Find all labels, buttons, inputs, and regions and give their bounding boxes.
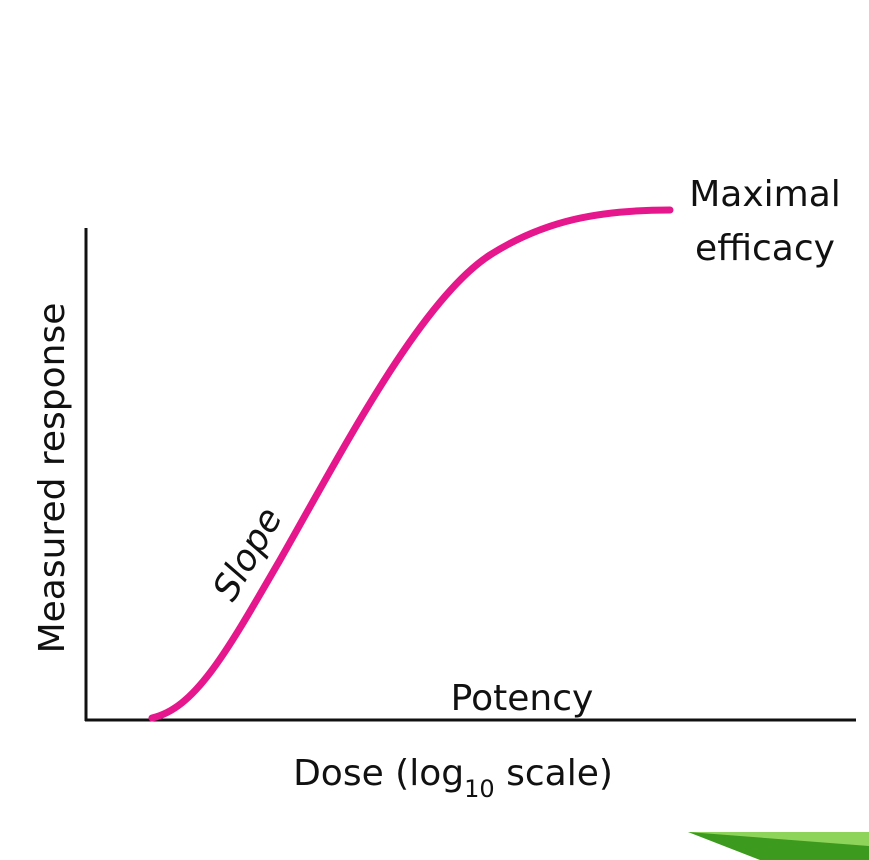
y-axis-label: Measured response xyxy=(32,303,73,654)
dose-response-curve xyxy=(148,206,674,722)
potency-label: Potency xyxy=(451,678,594,719)
x-label-subscript: 10 xyxy=(464,775,495,803)
efficacy-label: efficacy xyxy=(695,228,835,269)
x-label-rest: scale) xyxy=(495,753,613,794)
x-label-main: Dose (log xyxy=(293,753,464,794)
x-axis-label: Dose (log10 scale) xyxy=(293,753,613,803)
maximal-label: Maximal xyxy=(689,174,841,215)
corner-highlight xyxy=(688,832,869,846)
